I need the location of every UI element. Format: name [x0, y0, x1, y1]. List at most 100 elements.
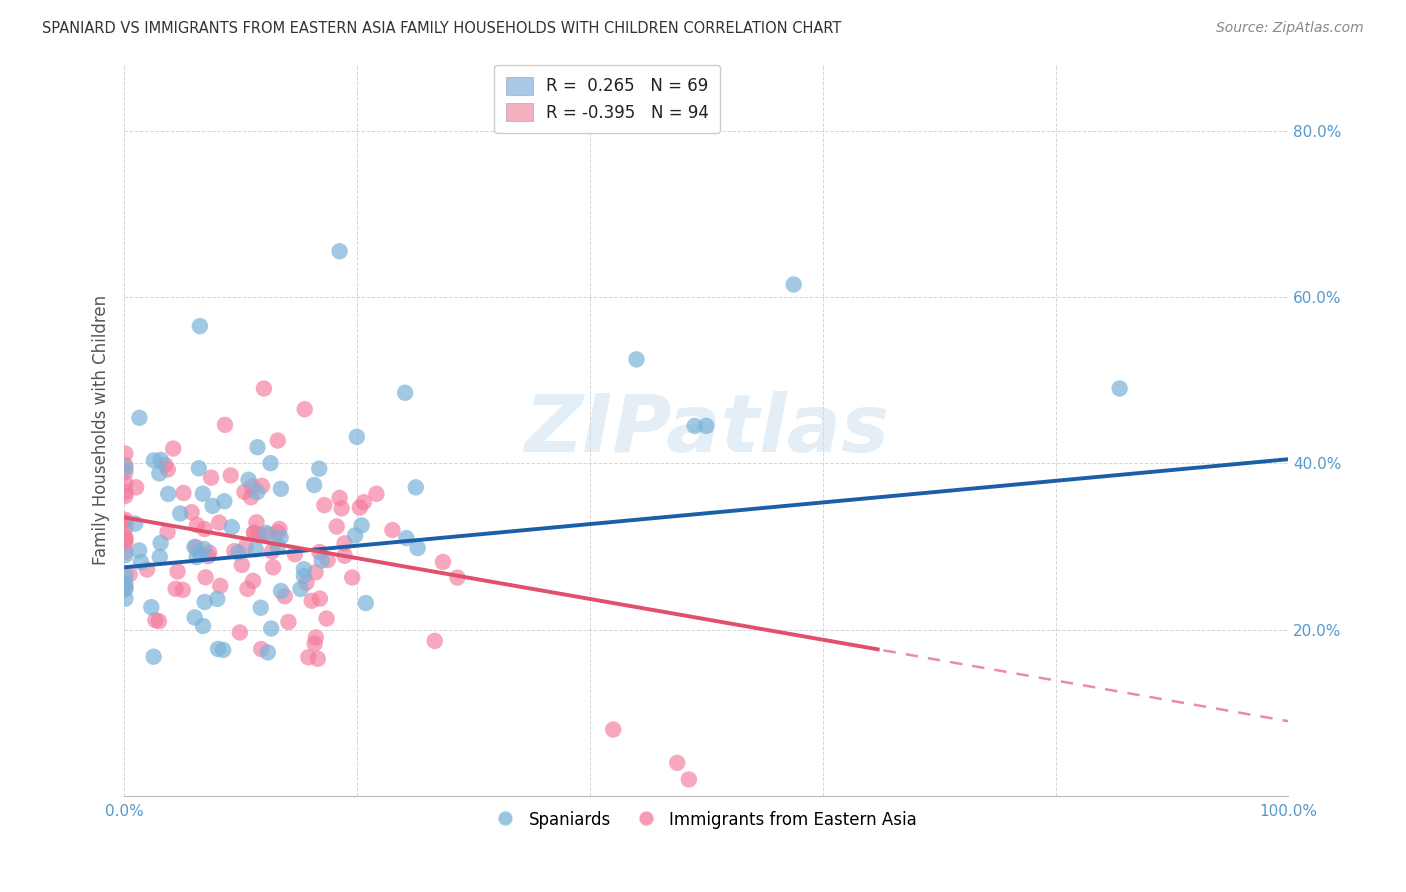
- Point: [114, 521, 136, 535]
- Point: [229, 625, 252, 640]
- Point: [246, 440, 269, 454]
- Point: [238, 473, 260, 487]
- Point: [136, 563, 159, 577]
- Point: [148, 467, 170, 481]
- Point: [228, 545, 250, 559]
- Y-axis label: Family Households with Children: Family Households with Children: [93, 295, 110, 566]
- Legend: Spaniards, Immigrants from Eastern Asia: Spaniards, Immigrants from Eastern Asia: [489, 804, 924, 835]
- Point: [114, 446, 136, 460]
- Point: [145, 613, 167, 627]
- Point: [114, 513, 136, 527]
- Point: [114, 533, 136, 547]
- Point: [125, 480, 148, 494]
- Point: [172, 582, 194, 597]
- Point: [186, 518, 208, 533]
- Point: [314, 498, 336, 512]
- Point: [695, 418, 717, 433]
- Point: [381, 523, 404, 537]
- Point: [423, 634, 446, 648]
- Point: [250, 479, 273, 493]
- Point: [259, 456, 281, 470]
- Point: [187, 461, 209, 475]
- Point: [153, 458, 176, 472]
- Point: [245, 542, 267, 557]
- Point: [267, 525, 290, 540]
- Point: [124, 516, 146, 531]
- Point: [256, 527, 278, 541]
- Point: [242, 574, 264, 588]
- Point: [247, 527, 270, 541]
- Point: [173, 486, 195, 500]
- Point: [207, 641, 229, 656]
- Point: [350, 518, 373, 533]
- Point: [197, 549, 219, 564]
- Point: [148, 614, 170, 628]
- Point: [302, 478, 325, 492]
- Point: [194, 595, 217, 609]
- Point: [114, 476, 136, 491]
- Point: [308, 545, 330, 559]
- Point: [236, 582, 259, 596]
- Point: [316, 553, 339, 567]
- Point: [243, 526, 266, 541]
- Point: [114, 485, 136, 500]
- Point: [270, 531, 292, 545]
- Point: [329, 491, 352, 505]
- Point: [162, 442, 184, 456]
- Point: [212, 643, 235, 657]
- Point: [188, 319, 211, 334]
- Point: [249, 600, 271, 615]
- Point: [307, 652, 329, 666]
- Point: [782, 277, 804, 292]
- Point: [260, 622, 283, 636]
- Point: [311, 553, 333, 567]
- Point: [269, 522, 291, 536]
- Point: [305, 631, 328, 645]
- Point: [446, 571, 468, 585]
- Point: [157, 487, 180, 501]
- Point: [267, 540, 290, 554]
- Point: [219, 468, 242, 483]
- Point: [253, 382, 276, 396]
- Point: [128, 410, 150, 425]
- Point: [114, 530, 136, 544]
- Point: [240, 479, 263, 493]
- Point: [308, 461, 330, 475]
- Point: [277, 615, 299, 629]
- Point: [349, 500, 371, 515]
- Point: [114, 568, 136, 582]
- Point: [198, 545, 221, 559]
- Point: [165, 582, 187, 596]
- Text: ZIPatlas: ZIPatlas: [524, 391, 889, 469]
- Point: [678, 772, 700, 787]
- Point: [129, 555, 152, 569]
- Point: [290, 582, 312, 596]
- Point: [114, 544, 136, 558]
- Point: [141, 600, 163, 615]
- Point: [395, 531, 418, 545]
- Point: [156, 525, 179, 540]
- Point: [666, 756, 689, 770]
- Point: [602, 723, 624, 737]
- Point: [166, 565, 188, 579]
- Point: [346, 430, 368, 444]
- Point: [344, 528, 367, 542]
- Point: [114, 577, 136, 591]
- Point: [405, 480, 427, 494]
- Point: [329, 244, 352, 259]
- Point: [118, 567, 141, 582]
- Point: [394, 385, 416, 400]
- Point: [260, 544, 283, 558]
- Point: [207, 591, 229, 606]
- Point: [301, 593, 323, 607]
- Point: [114, 461, 136, 475]
- Point: [406, 541, 429, 555]
- Point: [274, 589, 297, 603]
- Point: [330, 501, 353, 516]
- Point: [683, 418, 706, 433]
- Point: [114, 465, 136, 479]
- Point: [169, 507, 191, 521]
- Point: [626, 352, 648, 367]
- Point: [214, 417, 236, 432]
- Point: [114, 458, 136, 472]
